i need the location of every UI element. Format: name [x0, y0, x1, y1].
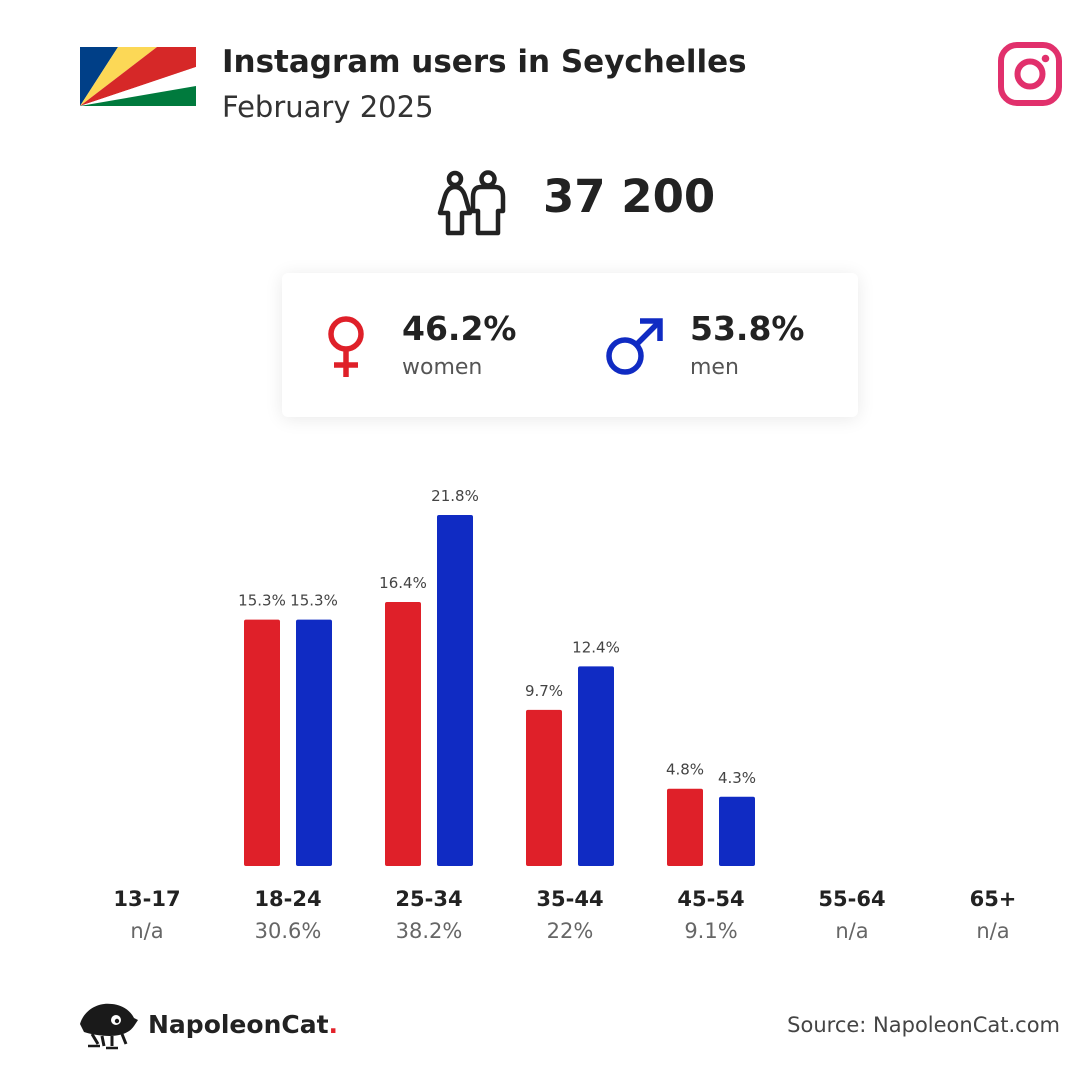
age-bar-chart: 13-17 n/a 15.3% 15.3% 18-24 30.6% 16.4% 21.8% 25…: [113, 487, 1017, 943]
bar-label-men-35-44: 12.4%: [572, 638, 620, 656]
x-tick-label-18-24: 18-24: [254, 887, 321, 911]
brand-text: NapoleonCat: [148, 1010, 329, 1039]
men-percentage: 53.8%: [690, 309, 805, 348]
women-label: women: [402, 355, 483, 380]
people-icon: [437, 170, 506, 236]
bar-label-women-45-54: 4.8%: [666, 761, 704, 779]
bar-label-men-25-34: 21.8%: [431, 487, 479, 505]
bar-label-men-18-24: 15.3%: [290, 592, 338, 610]
bar-women-25-34: [385, 601, 421, 866]
category-total-35-44: 22%: [547, 919, 594, 943]
bar-women-18-24: [244, 619, 280, 866]
women-percentage: 46.2%: [402, 309, 517, 348]
x-tick-label-25-34: 25-34: [395, 887, 462, 911]
source-credit: Source: NapoleonCat.com: [787, 1013, 1060, 1037]
brand-name: NapoleonCat.: [148, 1010, 338, 1039]
bar-women-35-44: [526, 709, 562, 866]
category-total-55-64: n/a: [835, 919, 868, 943]
category-total-45-54: 9.1%: [684, 919, 737, 943]
bar-label-women-18-24: 15.3%: [238, 592, 286, 610]
brand-dot: .: [328, 1010, 339, 1039]
category-total-13-17: n/a: [130, 919, 163, 943]
men-label: men: [690, 355, 739, 380]
male-symbol-icon: [606, 318, 663, 375]
bar-label-women-35-44: 9.7%: [525, 682, 563, 700]
female-symbol-icon: [328, 316, 364, 377]
total-users: 37 200: [543, 170, 716, 223]
category-total-65+: n/a: [976, 919, 1009, 943]
x-tick-label-45-54: 45-54: [677, 887, 744, 911]
category-total-25-34: 38.2%: [396, 919, 463, 943]
instagram-icon: [998, 42, 1062, 106]
bar-label-men-45-54: 4.3%: [718, 769, 756, 787]
napoleoncat-logo-icon: [80, 1003, 138, 1050]
x-tick-label-65+: 65+: [970, 887, 1017, 911]
seychelles-flag-icon: [80, 47, 196, 106]
bar-label-women-25-34: 16.4%: [379, 574, 427, 592]
bar-men-35-44: [578, 666, 614, 866]
bar-men-45-54: [719, 796, 755, 866]
x-tick-label-35-44: 35-44: [536, 887, 603, 911]
page-title: Instagram users in Seychelles: [222, 44, 747, 80]
gender-card: 46.2% women 53.8% men: [282, 273, 858, 417]
x-tick-label-13-17: 13-17: [113, 887, 180, 911]
category-total-18-24: 30.6%: [255, 919, 322, 943]
bar-men-18-24: [296, 619, 332, 866]
bar-women-45-54: [667, 788, 703, 866]
page-subtitle: February 2025: [222, 90, 434, 124]
x-tick-label-55-64: 55-64: [818, 887, 885, 911]
bar-men-25-34: [437, 515, 473, 866]
